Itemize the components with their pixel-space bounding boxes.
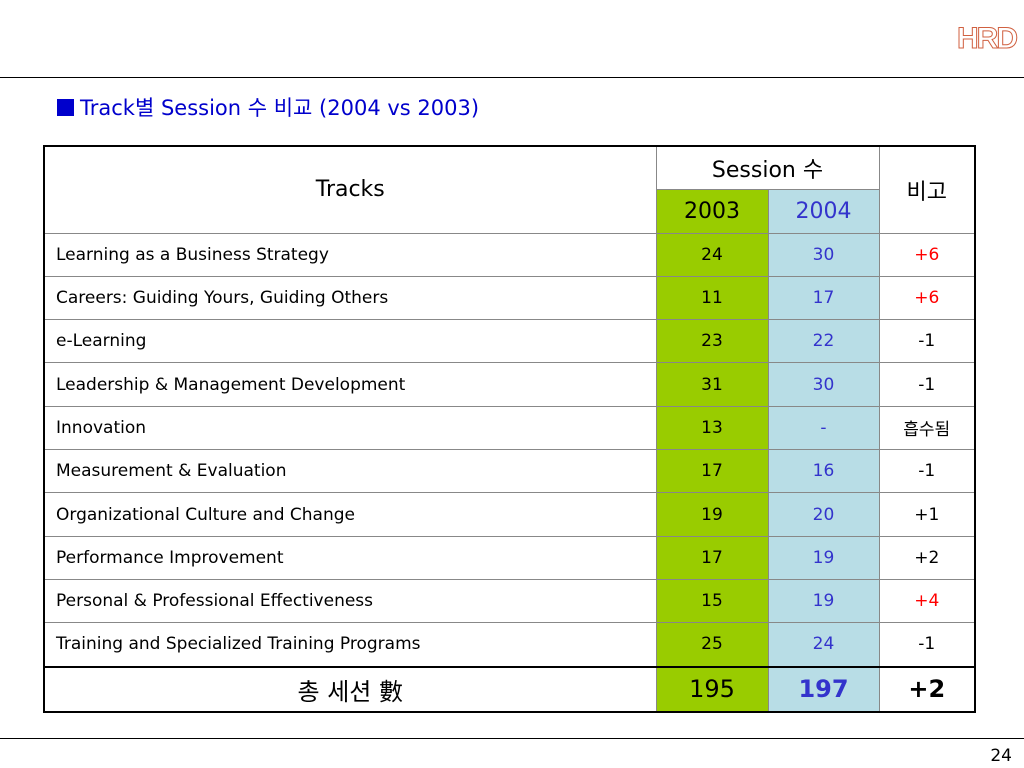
table-row: e-Learning 23 22 -1 <box>43 319 976 364</box>
header-tracks: Tracks <box>43 145 657 234</box>
track-name: Innovation <box>43 405 657 451</box>
difference: +1 <box>878 492 976 537</box>
table-row: Careers: Guiding Yours, Guiding Others 11… <box>43 275 976 321</box>
track-name: Performance Improvement <box>43 535 657 580</box>
sessions-2003: 23 <box>655 319 769 364</box>
track-name: Personal & Professional Effectiveness <box>43 578 657 624</box>
sessions-2003: 25 <box>655 622 769 668</box>
header-year: 2004 <box>767 189 880 234</box>
sessions-table: Tracks Session 수 비고 2003 2004 Learning a… <box>43 145 976 713</box>
total-2003: 195 <box>655 665 769 713</box>
sessions-2004: - <box>767 405 880 451</box>
difference: -1 <box>878 362 976 407</box>
total-2004: 197 <box>767 665 880 713</box>
sessions-2004: 20 <box>767 492 880 537</box>
track-name: Training and Specialized Training Progra… <box>43 622 657 668</box>
track-name: e-Learning <box>43 319 657 364</box>
logo: HRD <box>957 22 1019 56</box>
sessions-2004: 19 <box>767 578 880 624</box>
sessions-2004: 19 <box>767 535 880 580</box>
table-row: Training and Specialized Training Progra… <box>43 622 976 668</box>
difference: -1 <box>878 319 976 364</box>
header-session: Session 수 <box>655 145 880 191</box>
difference: 흡수됨 <box>878 405 976 451</box>
track-name: Leadership & Management Development <box>43 362 657 407</box>
sessions-2003: 19 <box>655 492 769 537</box>
total-diff: +2 <box>878 665 976 713</box>
sessions-2004: 22 <box>767 319 880 364</box>
sessions-2003: 31 <box>655 362 769 407</box>
sessions-2003: 17 <box>655 449 769 494</box>
table-row: Organizational Culture and Change 19 20 +1 <box>43 492 976 537</box>
header-year: 2003 <box>655 189 769 234</box>
table-row: Learning as a Business Strategy 24 30 +6 <box>43 232 976 277</box>
sessions-2003: 15 <box>655 578 769 624</box>
table-row: Leadership & Management Development 31 30-… <box>43 362 976 407</box>
header-remark: 비고 <box>878 145 976 234</box>
track-name: Organizational Culture and Change <box>43 492 657 537</box>
difference: -1 <box>878 449 976 494</box>
difference: +4 <box>878 578 976 624</box>
track-name: Learning as a Business Strategy <box>43 232 657 277</box>
table-row: Innovation 13- 흡수됨 <box>43 405 976 451</box>
sessions-2004: 30 <box>767 362 880 407</box>
sessions-2004: 24 <box>767 622 880 668</box>
sessions-2004: 17 <box>767 275 880 321</box>
sessions-2003: 11 <box>655 275 769 321</box>
table-row: Personal & Professional Effectiveness 15 1… <box>43 578 976 624</box>
bottom-rule <box>0 738 1024 739</box>
slide-title: Track별 Session 수 비교 (2004 vs 2003) <box>57 92 479 122</box>
track-name: Careers: Guiding Yours, Guiding Others <box>43 275 657 321</box>
sessions-2003: 13 <box>655 405 769 451</box>
difference: +6 <box>878 275 976 321</box>
title-text: Track별 Session 수 비교 (2004 vs 2003) <box>80 96 480 120</box>
track-name: Measurement & Evaluation <box>43 449 657 494</box>
sessions-2003: 17 <box>655 535 769 580</box>
total-label: 총 세션 數 <box>43 665 657 713</box>
difference: -1 <box>878 622 976 668</box>
table-row: Measurement & Evaluation 17 16 -1 <box>43 449 976 494</box>
sessions-2004: 16 <box>767 449 880 494</box>
page-number: 24 <box>990 746 1012 766</box>
difference: +6 <box>878 232 976 277</box>
sessions-2004: 30 <box>767 232 880 277</box>
table-row: Performance Improvement 17 19 +2 <box>43 535 976 580</box>
difference: +2 <box>878 535 976 580</box>
top-rule <box>0 77 1024 78</box>
sessions-2003: 24 <box>655 232 769 277</box>
